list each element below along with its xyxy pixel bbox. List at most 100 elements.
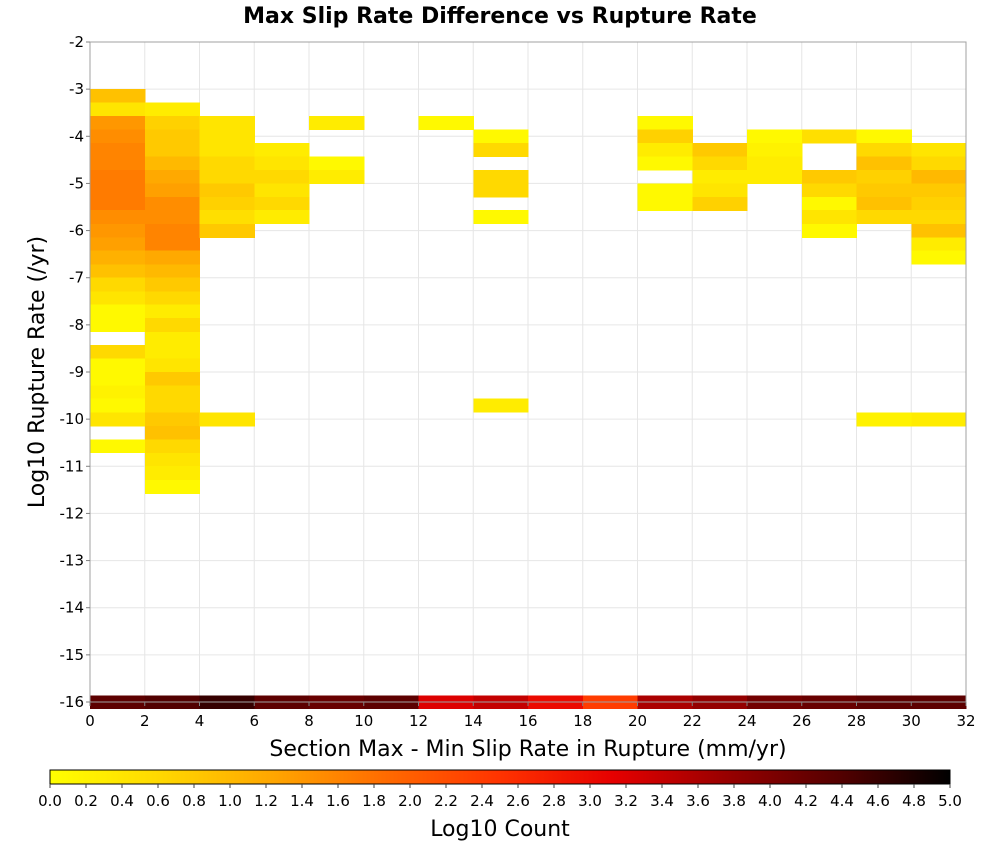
colorbar-tick-label: 4.4 xyxy=(830,792,854,810)
heatmap-cell xyxy=(144,466,200,481)
x-tick-label: 20 xyxy=(628,712,647,730)
heatmap-cell xyxy=(692,170,748,185)
heatmap-cell xyxy=(144,479,200,494)
heatmap-cell xyxy=(309,156,365,171)
x-tick-label: 26 xyxy=(792,712,811,730)
heatmap-cell xyxy=(144,291,200,306)
heatmap-cell xyxy=(90,264,146,279)
heatmap-cell xyxy=(90,277,146,292)
heatmap-cell xyxy=(473,210,529,225)
y-tick-label: -11 xyxy=(60,457,85,475)
heatmap-cell xyxy=(637,115,693,130)
heatmap-cell xyxy=(144,183,200,198)
colorbar-tick-label: 0.6 xyxy=(146,792,170,810)
heatmap-cell xyxy=(90,250,146,265)
heatmap-cell xyxy=(90,183,146,198)
heatmap-cell xyxy=(911,143,967,158)
y-tick-label: -5 xyxy=(69,174,84,192)
heatmap-cell xyxy=(473,129,529,144)
heatmap-cell xyxy=(90,412,146,427)
heatmap-cell xyxy=(144,452,200,467)
heatmap-cell xyxy=(911,412,967,427)
x-tick-label: 0 xyxy=(85,712,95,730)
heatmap-cell xyxy=(144,318,200,333)
y-axis-ticks: -16 -15 -14 -13 -12 -11 -10 -9 -8 -7 -6 -5 -4 -3 -2 xyxy=(60,33,90,711)
y-tick-label: -14 xyxy=(60,599,85,617)
heatmap-cell xyxy=(144,223,200,238)
x-axis-label: Section Max - Min Slip Rate in Rupture (… xyxy=(269,737,786,762)
heatmap-cell xyxy=(911,223,967,238)
heatmap-cell xyxy=(144,426,200,441)
heatmap-cell xyxy=(144,344,200,359)
heatmap-cell xyxy=(144,237,200,252)
heatmap-cell xyxy=(801,223,857,238)
heatmap-cell xyxy=(199,223,255,238)
heatmap-cell xyxy=(856,129,912,144)
heatmap-cell xyxy=(254,170,310,185)
heatmap-cell xyxy=(144,371,200,386)
heatmap-cell xyxy=(692,196,748,211)
heatmap-cell xyxy=(90,102,146,117)
y-tick-label: -7 xyxy=(69,269,84,287)
x-tick-label: 28 xyxy=(847,712,866,730)
heatmap-cell xyxy=(692,156,748,171)
heatmap-cell xyxy=(144,170,200,185)
colorbar-tick-label: 2.4 xyxy=(470,792,494,810)
heatmap-cell xyxy=(911,210,967,225)
heatmap-cell xyxy=(90,358,146,373)
heatmap-cell xyxy=(747,129,803,144)
y-tick-label: -12 xyxy=(60,504,85,522)
x-tick-label: 6 xyxy=(249,712,259,730)
heatmap-cell xyxy=(254,210,310,225)
heatmap-cell xyxy=(144,412,200,427)
heatmap-cell xyxy=(473,183,529,198)
colorbar-tick-label: 2.0 xyxy=(398,792,422,810)
heatmap-cell xyxy=(199,412,255,427)
x-tick-label: 32 xyxy=(956,712,975,730)
y-tick-label: -16 xyxy=(60,693,85,711)
heatmap-cell xyxy=(90,439,146,454)
heatmap-cell xyxy=(692,183,748,198)
heatmap-cell xyxy=(90,210,146,225)
heatmap-cell xyxy=(90,371,146,386)
colorbar-tick-label: 3.2 xyxy=(614,792,638,810)
heatmap-cell xyxy=(90,196,146,211)
heatmap-cell xyxy=(254,156,310,171)
heatmap-cell xyxy=(856,143,912,158)
heatmap-cell xyxy=(911,170,967,185)
colorbar: 0.0 0.2 0.4 0.6 0.8 1.0 1.2 1.4 1.6 1.8 2.0 2.2 2.4 2… xyxy=(38,769,962,842)
heatmap-cell xyxy=(199,156,255,171)
heatmap-cell xyxy=(911,250,967,265)
heatmap-cell xyxy=(199,115,255,130)
y-tick-label: -4 xyxy=(69,127,84,145)
x-tick-label: 8 xyxy=(304,712,314,730)
colorbar-tick-label: 1.2 xyxy=(254,792,278,810)
heatmap-cell xyxy=(801,129,857,144)
x-tick-label: 14 xyxy=(464,712,483,730)
y-tick-label: -9 xyxy=(69,363,84,381)
heatmap-cell xyxy=(90,115,146,130)
heatmap-cell xyxy=(199,129,255,144)
colorbar-tick-label: 3.4 xyxy=(650,792,674,810)
heatmap-cell xyxy=(637,183,693,198)
colorbar-tick-label: 4.2 xyxy=(794,792,818,810)
heatmap-cell xyxy=(637,196,693,211)
heatmap-cell xyxy=(856,196,912,211)
x-tick-label: 22 xyxy=(683,712,702,730)
heatmap-cell xyxy=(144,143,200,158)
heatmap-cell xyxy=(90,129,146,144)
heatmap-cell xyxy=(747,143,803,158)
colorbar-tick-label: 1.8 xyxy=(362,792,386,810)
colorbar-tick-label: 2.2 xyxy=(434,792,458,810)
heatmap-cell xyxy=(856,156,912,171)
heatmap-cell xyxy=(801,196,857,211)
heatmap-cell xyxy=(801,183,857,198)
heatmap-cell xyxy=(856,210,912,225)
heatmap-cell xyxy=(856,183,912,198)
heatmap-cell xyxy=(911,196,967,211)
heatmap-cell xyxy=(856,170,912,185)
x-tick-label: 10 xyxy=(354,712,373,730)
heatmap-cell xyxy=(90,156,146,171)
heatmap-cell xyxy=(309,170,365,185)
